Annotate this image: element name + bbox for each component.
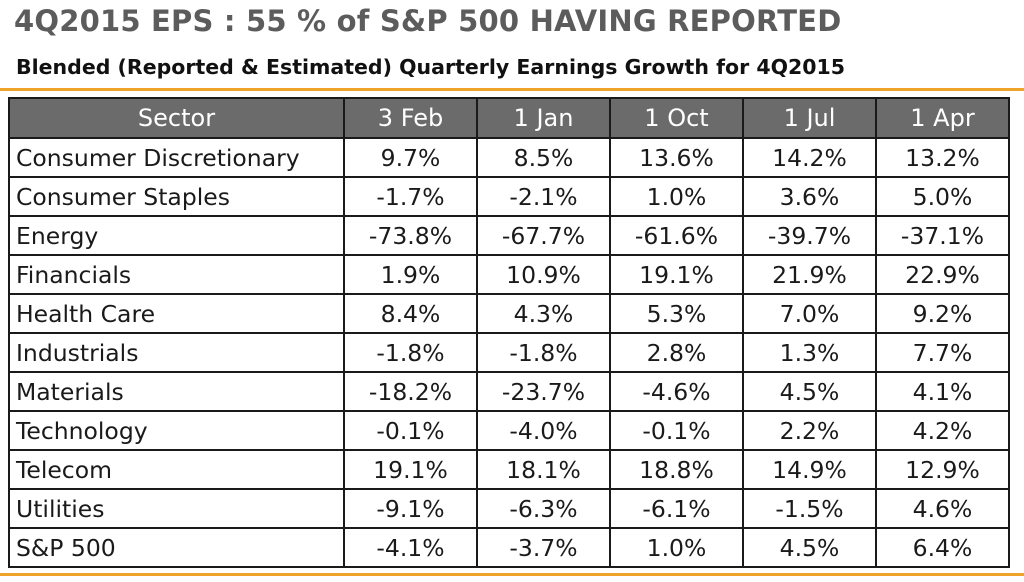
page-subtitle: Blended (Reported & Estimated) Quarterly… bbox=[16, 55, 846, 79]
table-row: Materials -18.2% -23.7% -4.6% 4.5% 4.1% bbox=[8, 371, 1010, 412]
sector-name-cell: Health Care bbox=[8, 293, 345, 334]
growth-value-cell: 1.0% bbox=[609, 527, 744, 568]
growth-value-cell: 4.6% bbox=[875, 488, 1010, 529]
growth-value-cell: 19.1% bbox=[609, 254, 744, 295]
growth-value-cell: -39.7% bbox=[742, 215, 877, 256]
growth-value-cell: 13.6% bbox=[609, 137, 744, 178]
sector-name-cell: Materials bbox=[8, 371, 345, 412]
header-1-jul: 1 Jul bbox=[742, 97, 877, 139]
page-title: 4Q2015 EPS : 55 % of S&P 500 HAVING REPO… bbox=[14, 4, 842, 38]
growth-value-cell: 4.3% bbox=[476, 293, 611, 334]
sector-name-cell: Telecom bbox=[8, 449, 345, 490]
table-row: Industrials -1.8% -1.8% 2.8% 1.3% 7.7% bbox=[8, 332, 1010, 373]
growth-value-cell: -0.1% bbox=[343, 410, 478, 451]
table-row: Consumer Staples -1.7% -2.1% 1.0% 3.6% 5.0% bbox=[8, 176, 1010, 217]
table-row: Health Care 8.4% 4.3% 5.3% 7.0% 9.2% bbox=[8, 293, 1010, 334]
growth-value-cell: 6.4% bbox=[875, 527, 1010, 568]
sector-name-cell: S&P 500 bbox=[8, 527, 345, 568]
earnings-growth-table: Sector 3 Feb 1 Jan 1 Oct 1 Jul 1 Apr Con… bbox=[8, 97, 1010, 568]
growth-value-cell: 4.5% bbox=[742, 527, 877, 568]
bottom-accent-rule bbox=[0, 573, 1024, 576]
growth-value-cell: -0.1% bbox=[609, 410, 744, 451]
growth-value-cell: -61.6% bbox=[609, 215, 744, 256]
growth-value-cell: -6.1% bbox=[609, 488, 744, 529]
growth-value-cell: 19.1% bbox=[343, 449, 478, 490]
sector-name-cell: Energy bbox=[8, 215, 345, 256]
growth-value-cell: 9.7% bbox=[343, 137, 478, 178]
sector-name-cell: Consumer Discretionary bbox=[8, 137, 345, 178]
growth-value-cell: 14.9% bbox=[742, 449, 877, 490]
growth-value-cell: 4.1% bbox=[875, 371, 1010, 412]
growth-value-cell: 4.2% bbox=[875, 410, 1010, 451]
growth-value-cell: 2.2% bbox=[742, 410, 877, 451]
growth-value-cell: 18.1% bbox=[476, 449, 611, 490]
growth-value-cell: 1.0% bbox=[609, 176, 744, 217]
growth-value-cell: -6.3% bbox=[476, 488, 611, 529]
growth-value-cell: -73.8% bbox=[343, 215, 478, 256]
growth-value-cell: -4.0% bbox=[476, 410, 611, 451]
growth-value-cell: 5.0% bbox=[875, 176, 1010, 217]
sector-name-cell: Financials bbox=[8, 254, 345, 295]
growth-value-cell: 2.8% bbox=[609, 332, 744, 373]
growth-value-cell: 7.7% bbox=[875, 332, 1010, 373]
growth-value-cell: -4.6% bbox=[609, 371, 744, 412]
sector-name-cell: Consumer Staples bbox=[8, 176, 345, 217]
growth-value-cell: -67.7% bbox=[476, 215, 611, 256]
growth-value-cell: -2.1% bbox=[476, 176, 611, 217]
table-row: S&P 500 -4.1% -3.7% 1.0% 4.5% 6.4% bbox=[8, 527, 1010, 568]
header-1-oct: 1 Oct bbox=[609, 97, 744, 139]
growth-value-cell: 4.5% bbox=[742, 371, 877, 412]
header-sector: Sector bbox=[8, 97, 345, 139]
growth-value-cell: 7.0% bbox=[742, 293, 877, 334]
sector-name-cell: Technology bbox=[8, 410, 345, 451]
sector-name-cell: Utilities bbox=[8, 488, 345, 529]
growth-value-cell: 13.2% bbox=[875, 137, 1010, 178]
growth-value-cell: 18.8% bbox=[609, 449, 744, 490]
growth-value-cell: -37.1% bbox=[875, 215, 1010, 256]
growth-value-cell: -3.7% bbox=[476, 527, 611, 568]
table-row: Energy -73.8% -67.7% -61.6% -39.7% -37.1% bbox=[8, 215, 1010, 256]
growth-value-cell: -18.2% bbox=[343, 371, 478, 412]
growth-value-cell: 8.5% bbox=[476, 137, 611, 178]
growth-value-cell: -9.1% bbox=[343, 488, 478, 529]
table-row: Telecom 19.1% 18.1% 18.8% 14.9% 12.9% bbox=[8, 449, 1010, 490]
header-3-feb: 3 Feb bbox=[343, 97, 478, 139]
growth-value-cell: 1.9% bbox=[343, 254, 478, 295]
growth-value-cell: -23.7% bbox=[476, 371, 611, 412]
growth-value-cell: 1.3% bbox=[742, 332, 877, 373]
growth-value-cell: -1.8% bbox=[343, 332, 478, 373]
table-row: Consumer Discretionary 9.7% 8.5% 13.6% 14.2%… bbox=[8, 137, 1010, 178]
growth-value-cell: 8.4% bbox=[343, 293, 478, 334]
header-1-jan: 1 Jan bbox=[476, 97, 611, 139]
header-1-apr: 1 Apr bbox=[875, 97, 1010, 139]
growth-value-cell: -1.7% bbox=[343, 176, 478, 217]
growth-value-cell: 21.9% bbox=[742, 254, 877, 295]
growth-value-cell: -1.8% bbox=[476, 332, 611, 373]
table-header-row: Sector 3 Feb 1 Jan 1 Oct 1 Jul 1 Apr bbox=[8, 97, 1010, 139]
growth-value-cell: 9.2% bbox=[875, 293, 1010, 334]
growth-value-cell: -1.5% bbox=[742, 488, 877, 529]
sector-name-cell: Industrials bbox=[8, 332, 345, 373]
growth-value-cell: -4.1% bbox=[343, 527, 478, 568]
growth-value-cell: 22.9% bbox=[875, 254, 1010, 295]
top-accent-rule bbox=[0, 88, 1024, 91]
growth-value-cell: 5.3% bbox=[609, 293, 744, 334]
table-row: Utilities -9.1% -6.3% -6.1% -1.5% 4.6% bbox=[8, 488, 1010, 529]
growth-value-cell: 14.2% bbox=[742, 137, 877, 178]
growth-value-cell: 10.9% bbox=[476, 254, 611, 295]
table-row: Technology -0.1% -4.0% -0.1% 2.2% 4.2% bbox=[8, 410, 1010, 451]
table-row: Financials 1.9% 10.9% 19.1% 21.9% 22.9% bbox=[8, 254, 1010, 295]
growth-value-cell: 12.9% bbox=[875, 449, 1010, 490]
table-body: Consumer Discretionary 9.7% 8.5% 13.6% 14.2%… bbox=[8, 137, 1010, 568]
growth-value-cell: 3.6% bbox=[742, 176, 877, 217]
